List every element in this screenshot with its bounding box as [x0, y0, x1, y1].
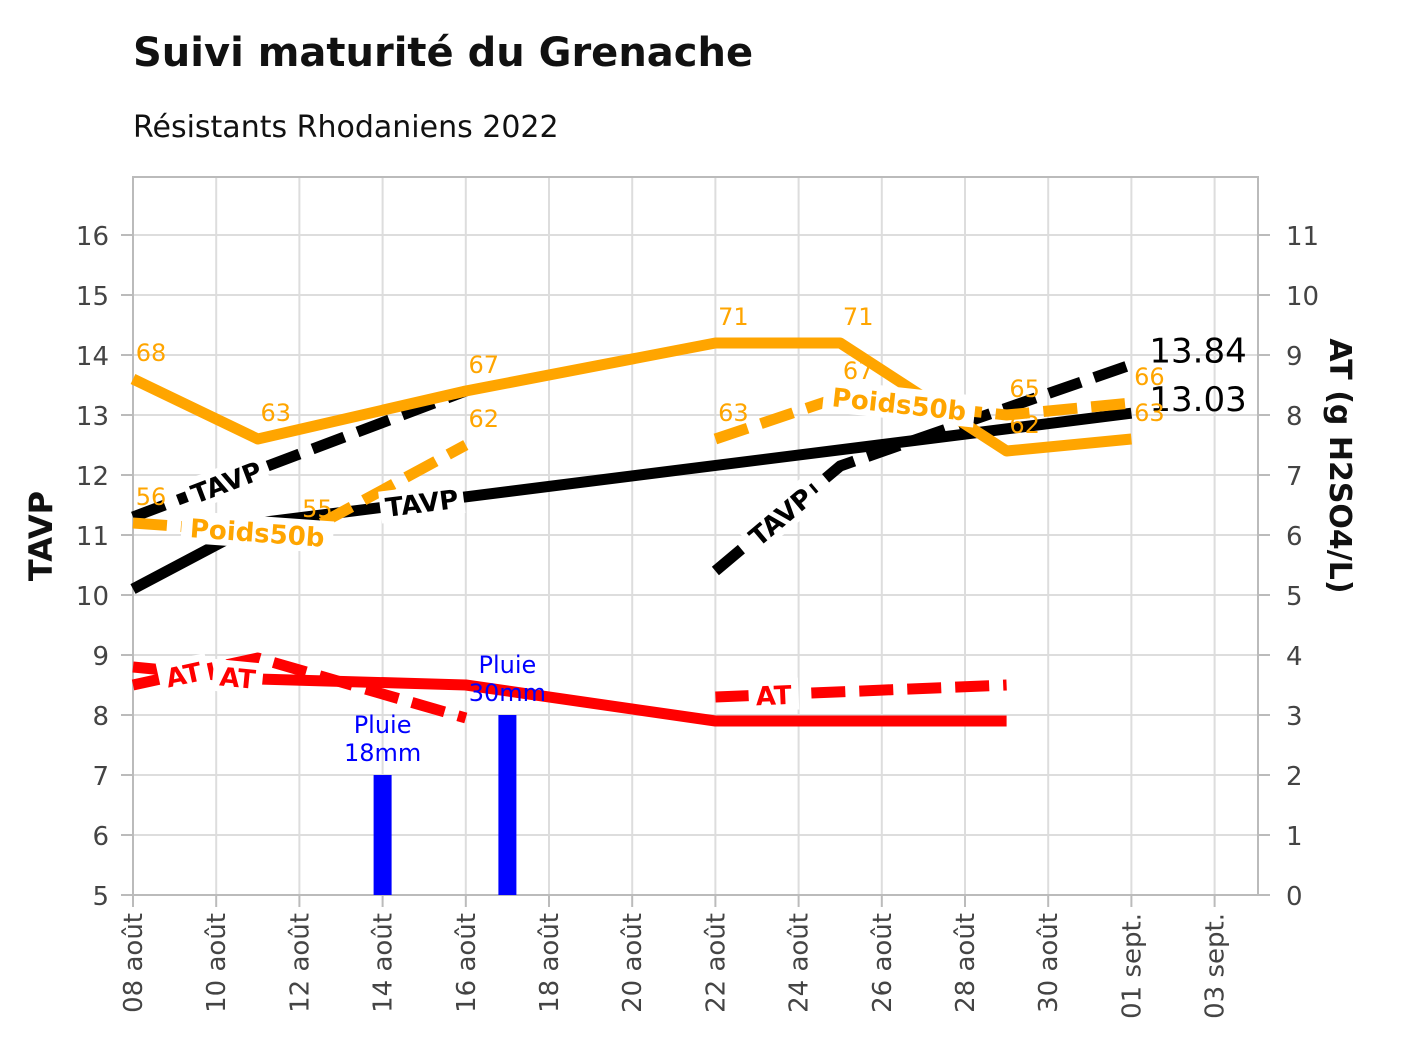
series-inline-label-text: AT: [755, 681, 792, 712]
grid: [132, 177, 1258, 896]
point-value-label: 67: [843, 357, 874, 385]
point-value-label: 66: [1134, 363, 1165, 391]
x-tick-label: 14 août: [369, 913, 399, 1013]
point-value-label: 67: [469, 351, 500, 379]
series-inline-label-bg: [378, 481, 466, 524]
y2-tick-label: 5: [1286, 582, 1303, 612]
chart-subtitle: Résistants Rhodaniens 2022: [133, 110, 559, 145]
series-inline-label: AT: [211, 658, 265, 696]
x-tick-label: 12 août: [285, 913, 315, 1013]
series-inline-label: AT: [747, 677, 800, 712]
series-inline-label-bg: [180, 510, 335, 554]
x-tick-label: 26 août: [868, 913, 898, 1013]
y-tick-label: 11: [76, 522, 109, 552]
y2-axis-title: AT (g H2SO4/L): [1322, 338, 1357, 593]
point-value-label: 56: [136, 483, 167, 511]
series-inline-label-bg: [747, 677, 800, 712]
y-tick-label: 10: [76, 582, 109, 612]
y2-tick-label: 8: [1286, 402, 1303, 432]
series-line-at: [131, 652, 468, 724]
x-tick-label: 22 août: [701, 913, 731, 1013]
y2-tick-label: 10: [1286, 282, 1319, 312]
x-tick-label: 10 août: [202, 913, 232, 1013]
y2-tick-label: 0: [1286, 882, 1303, 912]
y-tick-label: 13: [76, 402, 109, 432]
series-inline-label-bg: [737, 477, 823, 556]
y2-tick-label: 6: [1286, 522, 1303, 552]
point-value-label: 63: [718, 399, 749, 427]
rain-bar: [373, 775, 392, 895]
y2-tick-label: 1: [1286, 822, 1303, 852]
series-inline-label: TAVP: [737, 477, 823, 556]
series-inline-label-bg: [821, 379, 977, 428]
series-inline-label-bg: [155, 653, 212, 696]
y-tick-label: 5: [92, 882, 109, 912]
x-tick-label: 08 août: [119, 913, 149, 1013]
y-tick-label: 12: [76, 462, 109, 492]
rain-bars: [373, 715, 517, 895]
series-inline-label-text: AT: [218, 662, 257, 695]
y-tick-label: 16: [76, 222, 109, 252]
series-inline-label: TAVP: [181, 451, 272, 512]
end-value-label: 13.03: [1149, 380, 1246, 420]
point-value-label: 65: [1009, 375, 1040, 403]
x-tick-label: 30 août: [1034, 913, 1064, 1013]
y-tick-label: 6: [92, 822, 109, 852]
y2-tick-label: 11: [1286, 222, 1319, 252]
x-tick-label: 18 août: [535, 913, 565, 1013]
axes: 5 0 6 1 7 2 8 3 9 4 10 5 11 6 12 7 13 8 14 9 15 10 16 11 08 août…: [22, 176, 1357, 1019]
series-inline-label: AT: [155, 653, 212, 696]
rain-bar: [498, 715, 517, 895]
series-inline-label-text: AT: [163, 658, 205, 695]
point-value-label: 63: [261, 399, 292, 427]
y2-tick-label: 2: [1286, 762, 1303, 792]
rain-bar-label: Pluie: [479, 651, 537, 679]
y-tick-label: 15: [76, 282, 109, 312]
point-value-label: 62: [1009, 411, 1040, 439]
rain-bar-label: 18mm: [344, 739, 421, 767]
point-value-label: 63: [1134, 399, 1165, 427]
chart-title: Suivi maturité du Grenache: [133, 30, 754, 76]
y-tick-label: 14: [76, 342, 109, 372]
x-tick-label: 16 août: [452, 913, 482, 1013]
series-inline-label: TAVP: [378, 481, 466, 524]
plot-frame: [132, 176, 1259, 896]
end-value-label: 13.84: [1149, 332, 1246, 372]
point-value-label: 62: [469, 405, 500, 433]
y2-tick-label: 7: [1286, 462, 1303, 492]
y-tick-label: 7: [92, 762, 109, 792]
x-tick-label: 20 août: [618, 913, 648, 1013]
y-tick-label: 8: [92, 702, 109, 732]
rain-bar-label: Pluie: [354, 711, 412, 739]
y2-tick-label: 4: [1286, 642, 1303, 672]
x-tick-label: 03 sept.: [1201, 913, 1231, 1019]
y-axis-title: TAVP: [22, 491, 60, 581]
y2-tick-label: 3: [1286, 702, 1303, 732]
y-tick-label: 9: [92, 642, 109, 672]
series-inline-label-bg: [211, 658, 265, 696]
x-tick-label: 01 sept.: [1117, 913, 1147, 1019]
x-tick-label: 28 août: [951, 913, 981, 1013]
y2-tick-label: 9: [1286, 342, 1303, 372]
point-value-label: 71: [843, 303, 874, 331]
series-inline-label-text: Poids50b: [830, 383, 967, 427]
point-value-label: 68: [136, 339, 167, 367]
point-value-label: 55: [302, 495, 333, 523]
series-inline-label-bg: [181, 451, 272, 512]
x-tick-label: 24 août: [785, 913, 815, 1013]
point-value-label: 71: [718, 303, 749, 331]
rain-bar-label: 30mm: [469, 679, 546, 707]
series-line-poids: [130, 337, 1132, 457]
